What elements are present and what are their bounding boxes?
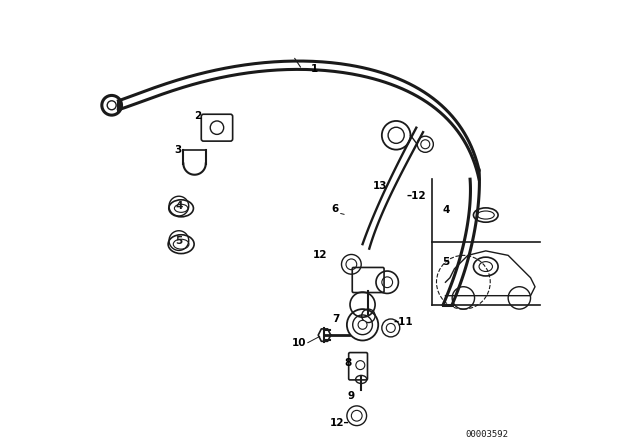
Text: 12–: 12–: [330, 418, 349, 428]
Text: 12: 12: [312, 250, 327, 260]
Text: 8: 8: [345, 358, 352, 368]
Text: 5: 5: [442, 257, 449, 267]
Text: 6: 6: [332, 204, 339, 214]
Text: 9: 9: [348, 391, 355, 401]
Text: 3: 3: [174, 145, 182, 155]
Text: 4: 4: [442, 205, 450, 215]
Text: 5: 5: [175, 236, 182, 246]
Text: 00003592: 00003592: [466, 430, 509, 439]
Text: 13: 13: [373, 181, 387, 191]
Circle shape: [358, 320, 367, 329]
Text: –12: –12: [406, 191, 426, 201]
Text: 7: 7: [333, 314, 340, 323]
Text: –11: –11: [393, 317, 413, 327]
Text: 4: 4: [175, 201, 182, 211]
Text: 2: 2: [195, 111, 202, 121]
Text: 10: 10: [292, 338, 307, 348]
Text: 1: 1: [311, 64, 318, 73]
